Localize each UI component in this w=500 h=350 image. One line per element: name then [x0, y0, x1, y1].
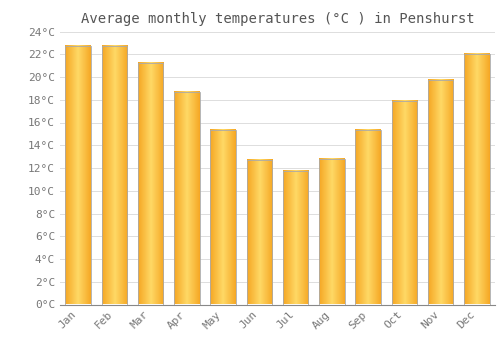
Title: Average monthly temperatures (°C ) in Penshurst: Average monthly temperatures (°C ) in Pe… — [80, 12, 474, 26]
